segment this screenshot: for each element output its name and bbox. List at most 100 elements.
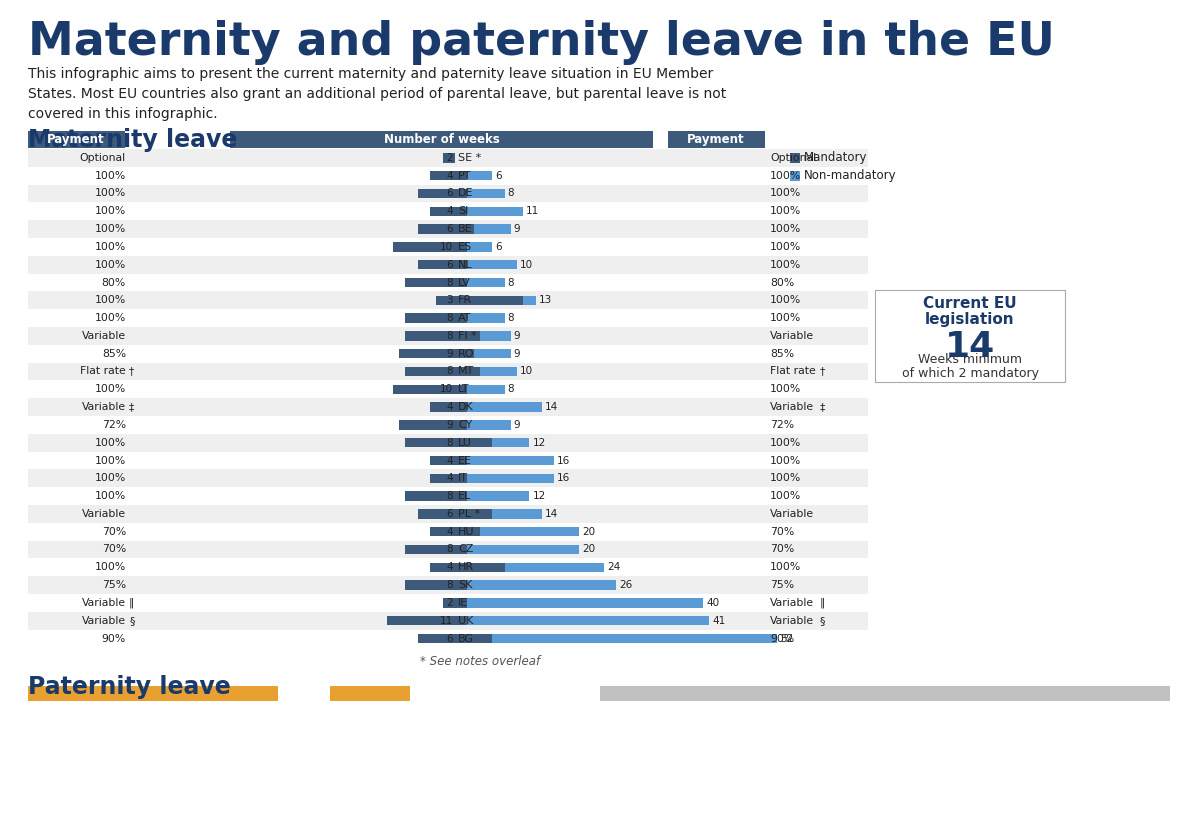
Text: 72%: 72% xyxy=(102,420,126,430)
Text: RO: RO xyxy=(458,349,474,359)
FancyBboxPatch shape xyxy=(28,256,868,274)
FancyBboxPatch shape xyxy=(28,202,868,220)
Text: Payment: Payment xyxy=(688,133,745,146)
FancyBboxPatch shape xyxy=(28,452,868,470)
Text: †: † xyxy=(130,366,134,376)
Text: Postnatal: Postnatal xyxy=(577,205,641,218)
Text: 100%: 100% xyxy=(770,296,802,305)
Text: 100%: 100% xyxy=(95,207,126,216)
Text: 100%: 100% xyxy=(95,260,126,270)
FancyBboxPatch shape xyxy=(28,398,868,416)
FancyBboxPatch shape xyxy=(455,438,492,448)
Text: Maternity and paternity leave in the EU: Maternity and paternity leave in the EU xyxy=(28,20,1055,65)
FancyBboxPatch shape xyxy=(492,438,529,448)
Text: 11: 11 xyxy=(439,616,454,626)
Text: 9: 9 xyxy=(514,420,521,430)
Text: This infographic aims to present the current maternity and paternity leave situa: This infographic aims to present the cur… xyxy=(28,67,726,121)
FancyBboxPatch shape xyxy=(406,313,455,323)
Text: 9: 9 xyxy=(514,349,521,359)
Text: 8: 8 xyxy=(508,313,515,323)
Text: 8: 8 xyxy=(446,366,454,376)
FancyBboxPatch shape xyxy=(28,612,868,630)
Text: 4: 4 xyxy=(446,402,454,412)
Text: 14: 14 xyxy=(545,509,558,519)
Text: 100%: 100% xyxy=(770,438,802,448)
FancyBboxPatch shape xyxy=(480,331,511,340)
FancyBboxPatch shape xyxy=(600,686,1170,701)
FancyBboxPatch shape xyxy=(418,224,455,234)
Text: 85%: 85% xyxy=(102,349,126,359)
FancyBboxPatch shape xyxy=(875,290,1066,382)
Text: 100%: 100% xyxy=(95,242,126,252)
FancyBboxPatch shape xyxy=(406,491,455,501)
FancyBboxPatch shape xyxy=(28,505,868,522)
FancyBboxPatch shape xyxy=(400,349,455,359)
Text: 20: 20 xyxy=(582,544,595,554)
FancyBboxPatch shape xyxy=(28,274,868,291)
Text: 70%: 70% xyxy=(770,527,794,537)
Text: 100%: 100% xyxy=(770,171,802,181)
Text: 100%: 100% xyxy=(95,473,126,483)
Text: 100%: 100% xyxy=(95,224,126,234)
FancyBboxPatch shape xyxy=(394,242,455,251)
Text: 8: 8 xyxy=(446,277,454,287)
Text: 2: 2 xyxy=(446,598,454,608)
Text: SE *: SE * xyxy=(458,153,481,163)
Text: IE: IE xyxy=(458,598,468,608)
Text: Variable: Variable xyxy=(770,616,814,626)
Text: 100%: 100% xyxy=(770,188,802,198)
FancyBboxPatch shape xyxy=(455,563,505,572)
Text: Number of weeks: Number of weeks xyxy=(384,133,499,146)
Text: 80%: 80% xyxy=(770,277,794,287)
Text: 14: 14 xyxy=(545,402,558,412)
FancyBboxPatch shape xyxy=(468,491,529,501)
Text: 6: 6 xyxy=(446,188,454,198)
Text: 3: 3 xyxy=(446,296,454,305)
FancyBboxPatch shape xyxy=(330,686,410,701)
Text: of which 2 mandatory: of which 2 mandatory xyxy=(901,367,1038,381)
Text: 8: 8 xyxy=(508,384,515,394)
FancyBboxPatch shape xyxy=(406,438,455,448)
FancyBboxPatch shape xyxy=(455,545,468,554)
Text: CZ: CZ xyxy=(458,544,473,554)
Text: Variable: Variable xyxy=(82,509,126,519)
FancyBboxPatch shape xyxy=(431,563,455,572)
FancyBboxPatch shape xyxy=(28,344,868,363)
Text: BG: BG xyxy=(458,633,474,643)
FancyBboxPatch shape xyxy=(28,630,868,648)
FancyBboxPatch shape xyxy=(28,309,868,327)
Text: LT: LT xyxy=(458,384,469,394)
Text: 13: 13 xyxy=(539,296,552,305)
FancyBboxPatch shape xyxy=(406,367,455,376)
FancyBboxPatch shape xyxy=(468,545,580,554)
Text: 4: 4 xyxy=(446,455,454,465)
FancyBboxPatch shape xyxy=(437,296,455,305)
FancyBboxPatch shape xyxy=(28,416,868,433)
Text: LV: LV xyxy=(458,277,470,287)
FancyBboxPatch shape xyxy=(480,527,580,536)
FancyBboxPatch shape xyxy=(28,522,868,541)
Text: 4: 4 xyxy=(446,527,454,537)
Text: 2: 2 xyxy=(446,153,454,163)
FancyBboxPatch shape xyxy=(28,559,868,576)
Text: 100%: 100% xyxy=(770,384,802,394)
Text: Payment: Payment xyxy=(47,133,104,146)
FancyBboxPatch shape xyxy=(418,634,455,643)
Text: 8: 8 xyxy=(446,331,454,341)
Text: Variable: Variable xyxy=(770,402,814,412)
FancyBboxPatch shape xyxy=(568,204,650,218)
FancyBboxPatch shape xyxy=(474,349,511,359)
Text: FR: FR xyxy=(458,296,472,305)
Text: SK: SK xyxy=(458,580,473,590)
FancyBboxPatch shape xyxy=(468,616,709,625)
Text: DE: DE xyxy=(458,188,474,198)
Text: ‡: ‡ xyxy=(820,402,826,412)
FancyBboxPatch shape xyxy=(455,598,468,607)
Text: 100%: 100% xyxy=(770,473,802,483)
FancyBboxPatch shape xyxy=(443,598,455,607)
Text: 100%: 100% xyxy=(770,242,802,252)
Text: Non-mandatory: Non-mandatory xyxy=(804,169,896,182)
FancyBboxPatch shape xyxy=(790,153,800,163)
FancyBboxPatch shape xyxy=(468,189,504,198)
Text: §: § xyxy=(130,616,134,626)
